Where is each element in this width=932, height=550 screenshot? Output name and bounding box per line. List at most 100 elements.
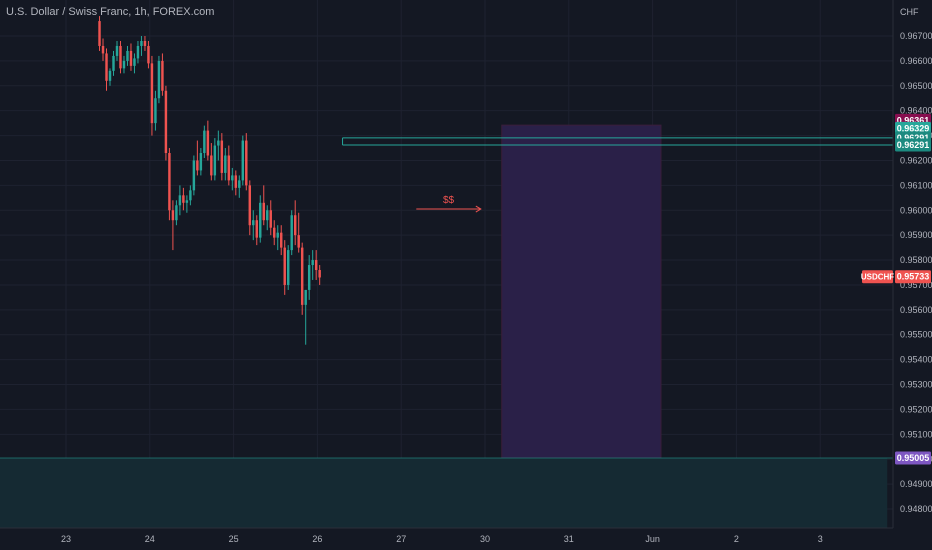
level-layer <box>342 137 893 146</box>
liquidity-label: $$ <box>443 195 455 206</box>
candle-body <box>154 98 157 124</box>
price-badge <box>895 270 931 284</box>
candle-body <box>203 130 206 154</box>
candle-body <box>255 220 258 238</box>
candle-body <box>234 175 238 188</box>
candle-body <box>273 227 276 238</box>
candles <box>98 16 321 345</box>
time-tick-label: 26 <box>312 534 322 544</box>
candle-body <box>238 180 241 188</box>
candle-body <box>276 232 279 238</box>
time-tick-label: 25 <box>229 534 239 544</box>
time-axis-panel[interactable] <box>0 528 893 550</box>
price-tick-label: 0.95300 <box>900 380 932 390</box>
candle-body <box>178 195 182 206</box>
candle-body <box>161 60 164 91</box>
candle-body <box>259 202 262 238</box>
price-badge-value: 0.95005 <box>897 453 930 463</box>
annotations: $$ <box>416 195 482 213</box>
candle-body <box>266 210 269 221</box>
candle-body <box>300 247 304 305</box>
price-tick-label: 0.95600 <box>900 305 932 315</box>
candle-body <box>304 289 307 305</box>
price-tick-label: 0.96500 <box>900 81 932 91</box>
time-tick-label: 23 <box>61 534 71 544</box>
candle-body <box>224 155 227 173</box>
candle-body <box>307 265 311 290</box>
candle-body <box>210 155 213 176</box>
price-tick-label: 0.96700 <box>900 31 932 41</box>
candle-body <box>185 200 189 203</box>
candle-body <box>175 205 178 221</box>
candle-body <box>164 90 168 154</box>
candle-body <box>269 210 272 228</box>
price-tick-label: 0.96600 <box>900 56 932 66</box>
candle-body <box>286 250 290 285</box>
candle-body <box>150 63 154 124</box>
candle-body <box>196 160 199 171</box>
candle-body <box>192 160 196 191</box>
price-badge-value: 0.95733 <box>897 272 930 282</box>
price-tick-label: 0.96200 <box>900 155 932 165</box>
candle-body <box>182 195 185 203</box>
candle-body <box>189 190 192 201</box>
time-tick-label: 24 <box>145 534 155 544</box>
price-tick-label: 0.95500 <box>900 330 932 340</box>
candle-body <box>314 260 318 271</box>
candle-body <box>108 70 112 81</box>
candle-body <box>206 130 210 156</box>
candle-body <box>171 210 175 221</box>
candle-body <box>112 55 115 71</box>
price-tick-label: 0.95800 <box>900 255 932 265</box>
candle-body <box>283 247 286 285</box>
time-tick-label: 30 <box>480 534 490 544</box>
candle-body <box>231 175 234 181</box>
candle-body <box>143 40 147 46</box>
candle-body <box>115 45 119 56</box>
candle-body <box>98 21 101 46</box>
candle-body <box>199 153 203 171</box>
zone-layer <box>0 124 893 528</box>
candle-body <box>140 40 143 46</box>
price-badges: 0.963610.963290.962910.962910.95733USDCH… <box>861 113 931 465</box>
candle-body <box>262 202 265 221</box>
price-tick-label: 0.95100 <box>900 429 932 439</box>
price-badge-value: 0.96361 <box>897 115 930 125</box>
candle-body <box>220 140 224 173</box>
candle-body <box>290 215 293 251</box>
currency-label: CHF <box>900 7 919 17</box>
candle-body <box>157 60 161 99</box>
candle-body <box>318 270 321 278</box>
liquidity-arrow-head <box>475 205 482 213</box>
time-tick-label: 2 <box>734 534 739 544</box>
candle-body <box>227 155 231 181</box>
symbol-tag <box>862 270 893 284</box>
candle-body <box>122 60 126 69</box>
price-badge-value: 0.96291 <box>897 140 930 150</box>
candle-body <box>252 220 255 226</box>
symbol-tag-label: USDCHF <box>861 273 894 282</box>
price-tick-label: 0.95900 <box>900 230 932 240</box>
candle-body <box>245 140 248 186</box>
time-tick-label: 31 <box>564 534 574 544</box>
price-badge-value: 0.96329 <box>897 123 930 133</box>
price-tick-label: 0.95200 <box>900 404 932 414</box>
price-badge-value: 0.96291 <box>897 133 930 143</box>
price-badge <box>895 451 931 465</box>
candle-body <box>119 45 122 69</box>
candle-body <box>248 185 252 226</box>
candle-body <box>133 58 136 66</box>
price-tick-label: 0.96100 <box>900 180 932 190</box>
price-tick-label: 0.96000 <box>900 205 932 215</box>
candle-body <box>311 260 314 266</box>
zone-1 <box>0 457 888 528</box>
chart-title: U.S. Dollar / Swiss Franc, 1h, FOREX.com <box>6 6 215 18</box>
candle-body <box>213 145 217 176</box>
time-tick-label: 3 <box>818 534 823 544</box>
candle-body <box>297 235 300 248</box>
price-badge <box>895 138 931 152</box>
price-tick-label: 0.95700 <box>900 280 932 290</box>
price-tick-label: 0.94900 <box>900 479 932 489</box>
